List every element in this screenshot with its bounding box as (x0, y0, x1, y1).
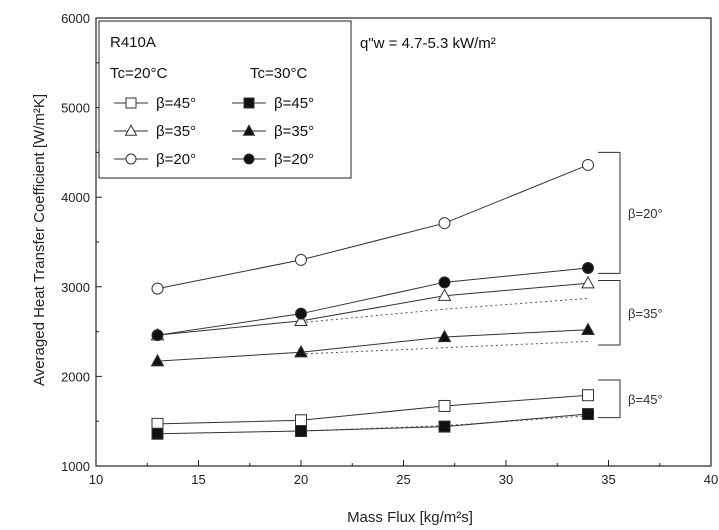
triangle-marker (242, 124, 256, 136)
triangle-marker (124, 124, 138, 136)
series-triangle-filled (150, 322, 595, 367)
square-marker (582, 389, 594, 402)
x-axis-ticks: 10 15 20 25 30 35 40 (89, 460, 718, 487)
legend-entry: β=45° (232, 95, 314, 112)
triangle-marker (437, 329, 452, 343)
series-lines (150, 158, 595, 440)
bracket: β=45° (598, 379, 663, 419)
circle-marker (438, 276, 451, 289)
legend-label: β=20° (156, 151, 196, 168)
series-line (157, 394, 589, 425)
circle-marker (295, 307, 307, 320)
legend-box (98, 20, 352, 179)
x-tick-label: 15 (191, 472, 205, 487)
series-line (157, 413, 589, 435)
bracket-line (598, 379, 621, 419)
legend-label: β=20° (274, 151, 314, 168)
y-tick-label: 5000 (61, 101, 90, 116)
series-triangle-open (150, 275, 595, 341)
circle-marker (582, 261, 594, 274)
square-marker (438, 399, 451, 412)
bracket-annotations: β=20° β=35° β=45° (598, 151, 663, 419)
bracket-label: β=20° (628, 206, 663, 221)
dotted-trend-line (300, 297, 589, 324)
circle-marker (295, 253, 307, 266)
circle-marker (243, 153, 255, 165)
heat-flux-annotation: q"w = 4.7-5.3 kW/m² (360, 35, 496, 52)
dotted-lines (300, 297, 589, 432)
bracket-label: β=45° (628, 392, 663, 407)
circle-marker (125, 153, 137, 165)
square-marker (295, 414, 307, 427)
square-marker (125, 97, 137, 109)
triangle-marker (437, 288, 452, 301)
square-marker (582, 408, 594, 421)
triangle-marker (150, 353, 165, 367)
x-tick-label: 25 (396, 472, 410, 487)
x-tick-label: 20 (294, 472, 308, 487)
y-tick-label: 2000 (61, 369, 90, 384)
square-marker (295, 425, 307, 438)
circle-marker (151, 282, 164, 295)
legend-label: β=45° (156, 95, 196, 112)
y-tick-label: 3000 (61, 280, 90, 295)
series-square-open (151, 389, 594, 430)
series-line (157, 164, 589, 290)
triangle-marker (581, 275, 595, 289)
series-circle-filled (151, 261, 594, 342)
triangle-marker (581, 322, 595, 335)
x-tick-label: 40 (704, 472, 718, 487)
square-marker (151, 427, 164, 440)
legend-entry: β=35° (114, 123, 196, 140)
y-tick-label: 4000 (61, 190, 90, 205)
circle-marker (151, 329, 164, 342)
legend-group-label: Tc=30°C (250, 65, 307, 82)
legend-group-label: Tc=20°C (110, 65, 167, 82)
series-line (157, 329, 589, 362)
square-marker (151, 417, 164, 430)
triangle-marker (294, 313, 308, 327)
legend-label: β=35° (274, 123, 314, 140)
series-line (157, 282, 589, 336)
legend-entry: β=35° (232, 123, 314, 140)
bracket-label: β=35° (628, 306, 663, 321)
circle-marker (438, 217, 451, 230)
legend: R410A Tc=20°C Tc=30°C β=45° β=35° β=20° β=45° β… (98, 20, 352, 179)
square-marker (243, 97, 255, 109)
bracket-line (598, 280, 621, 346)
triangle-marker (294, 344, 308, 358)
y-axis-title: Averaged Heat Transfer Coefficient [W/m²… (31, 94, 48, 386)
bracket: β=20° (598, 151, 663, 274)
legend-entry: β=20° (114, 151, 196, 168)
y-tick-label: 1000 (61, 459, 90, 474)
series-line (157, 267, 589, 336)
x-tick-label: 35 (601, 472, 615, 487)
x-tick-label: 30 (499, 472, 513, 487)
legend-entry: β=45° (114, 95, 196, 112)
legend-label: β=35° (156, 123, 196, 140)
y-tick-label: 6000 (61, 11, 90, 26)
series-circle-open (151, 158, 594, 295)
bracket: β=35° (598, 280, 663, 346)
x-tick-label: 10 (89, 472, 103, 487)
bracket-line (598, 151, 621, 274)
x-axis-title: Mass Flux [kg/m²s] (347, 509, 473, 526)
series-square-filled (151, 408, 594, 440)
legend-entry: β=20° (232, 151, 314, 168)
y-axis-ticks: 1000 2000 3000 4000 5000 6000 (61, 11, 102, 474)
circle-marker (582, 158, 594, 171)
legend-label: β=45° (274, 95, 314, 112)
legend-refrigerant: R410A (110, 34, 156, 51)
square-marker (438, 420, 451, 433)
